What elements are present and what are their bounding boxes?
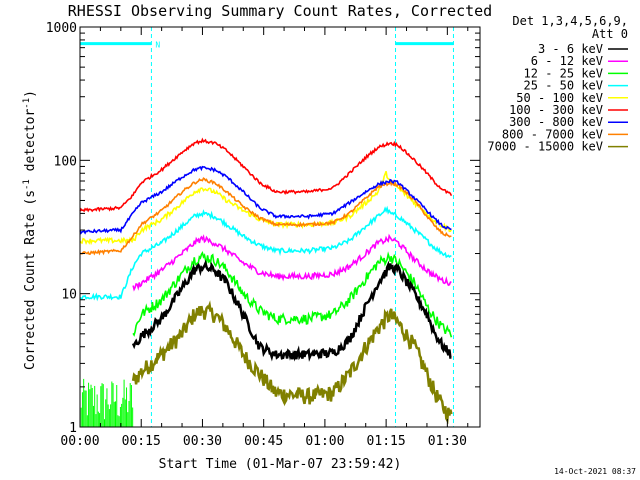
legend-label: 25 - 50 keV [524,79,603,93]
x-tick-label: 01:00 [305,434,344,449]
legend-label: 6 - 12 keV [531,54,603,68]
x-axis: 00:00 00:15 00:30 00:45 01:00 01:15 01:30 [60,27,469,449]
x-tick-label: 01:30 [428,434,467,449]
legend-header-line2: Att 0 [592,27,628,41]
series-line-6to12keV [132,233,452,292]
y-axis: 1 10 100 1000 [46,21,480,436]
attenuator-segment-1 [395,27,454,427]
series-line-7000to15000keV [131,300,453,425]
series-line-3to6keV [131,259,452,362]
x-tick-label: 00:15 [122,434,161,449]
legend-label: 12 - 25 keV [524,66,603,80]
series-line-300to800keV [79,165,452,235]
legend-label: 300 - 800 keV [509,115,603,129]
legend-label: 800 - 7000 keV [502,127,603,141]
legend-label: 100 - 300 keV [509,103,603,117]
chart-title: RHESSI Observing Summary Count Rates, Co… [68,2,492,20]
legend-header-line1: Det 1,3,4,5,6,9, [512,14,628,28]
attenuator-label: N [155,41,160,50]
x-tick-label: 00:00 [60,434,99,449]
y-tick-label: 100 [54,154,77,169]
y-tick-label: 1 [69,421,77,436]
x-tick-label: 00:45 [244,434,283,449]
series-line-100to300keV [79,137,453,213]
y-tick-label: 10 [61,288,77,303]
legend-label: 7000 - 15000 keV [487,140,603,154]
plot-frame [79,26,481,428]
series-layer: N [79,27,454,427]
series-line-25to50keV [79,205,452,302]
legend-label: 50 - 100 keV [516,91,603,105]
x-tick-label: 00:30 [183,434,222,449]
x-axis-label: Start Time (01-Mar-07 23:59:42) [159,457,402,472]
y-tick-label: 1000 [46,21,77,36]
footer-timestamp: 14-Oct-2021 08:37 [554,467,636,476]
series-line-12to25keV [132,250,453,338]
y-axis-label: Corrected Count Rate (s-1 detector-1) [22,90,38,370]
legend-label: 3 - 6 keV [538,42,603,56]
x-tick-label: 01:15 [367,434,406,449]
green-low-band [79,378,134,427]
